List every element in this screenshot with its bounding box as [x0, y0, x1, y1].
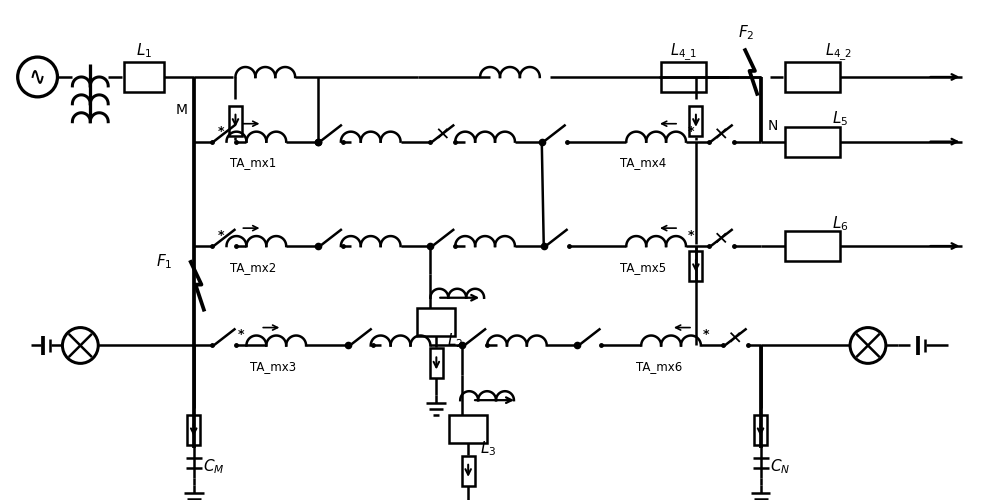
Text: TA_mx4: TA_mx4 — [620, 156, 666, 169]
Bar — [430, 349, 443, 378]
Text: $L_1$: $L_1$ — [136, 41, 152, 60]
Bar — [417, 308, 455, 336]
Bar — [229, 106, 242, 136]
Text: M: M — [176, 103, 188, 117]
Bar — [661, 62, 706, 92]
Text: $F_2$: $F_2$ — [738, 23, 755, 42]
Bar — [785, 231, 840, 261]
Text: N: N — [767, 119, 778, 133]
Text: TA_mx6: TA_mx6 — [636, 360, 682, 373]
Text: $L_6$: $L_6$ — [832, 214, 848, 233]
Text: *: * — [688, 125, 694, 138]
Text: $C_M$: $C_M$ — [203, 458, 224, 476]
Text: $L_{4\_2}$: $L_{4\_2}$ — [825, 42, 852, 63]
Bar — [462, 456, 475, 485]
Text: *: * — [218, 125, 225, 138]
Text: TA_mx3: TA_mx3 — [250, 360, 296, 373]
Text: $F_1$: $F_1$ — [156, 252, 172, 271]
Bar — [689, 106, 702, 136]
Bar — [754, 415, 767, 445]
Text: *: * — [703, 329, 709, 342]
Bar — [785, 62, 840, 92]
Bar — [785, 127, 840, 156]
Bar — [689, 251, 702, 281]
Text: *: * — [688, 229, 694, 242]
Text: $L_5$: $L_5$ — [832, 110, 848, 128]
Text: $L_3$: $L_3$ — [480, 439, 496, 457]
Text: $L_2$: $L_2$ — [447, 332, 463, 350]
Text: TA_mx2: TA_mx2 — [230, 261, 277, 274]
Bar — [124, 62, 164, 92]
Text: *: * — [218, 229, 225, 242]
Text: $C_N$: $C_N$ — [770, 458, 791, 476]
Text: *: * — [238, 329, 244, 342]
Text: $L_{4\_1}$: $L_{4\_1}$ — [670, 42, 698, 63]
Bar — [187, 415, 200, 445]
Text: TA_mx5: TA_mx5 — [620, 261, 666, 274]
Bar — [449, 415, 487, 443]
Text: TA_mx1: TA_mx1 — [230, 156, 277, 169]
